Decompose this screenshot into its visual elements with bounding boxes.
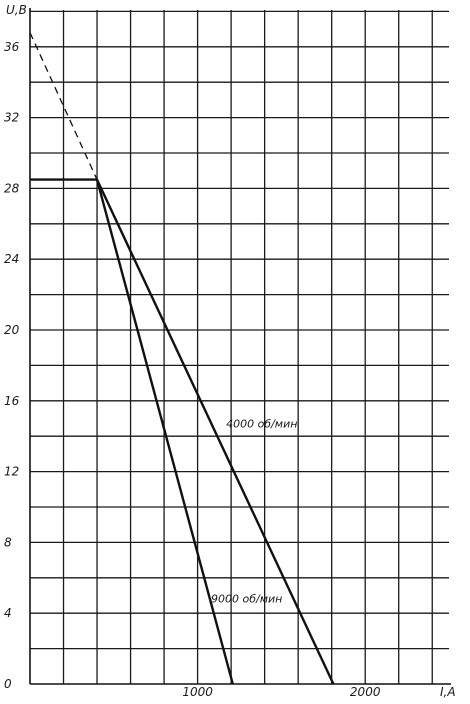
x-tick-label: 1000 (182, 685, 213, 699)
x-axis-label: I,A (440, 685, 456, 699)
series-line-2 (29, 32, 98, 180)
y-axis-label: U,B (6, 3, 27, 17)
y-tick-label: 24 (4, 252, 19, 266)
y-tick-label: 0 (4, 677, 12, 691)
series-line-0 (30, 178, 335, 685)
y-tick-label: 8 (4, 535, 12, 549)
x-tick-label: 2000 (350, 685, 381, 699)
y-tick-label: 4 (4, 606, 12, 620)
y-tick-label: 12 (4, 465, 19, 479)
axes (29, 8, 451, 685)
series-lines (29, 32, 335, 685)
y-tick-label: 16 (4, 394, 20, 408)
annotations: 4000 об/мин 9000 об/мин (211, 417, 297, 605)
series-annotation-0: 4000 об/мин (226, 417, 297, 430)
y-tick-label: 32 (4, 111, 19, 125)
series-line-1 (95, 179, 234, 685)
y-tick-label: 36 (4, 40, 20, 54)
y-tick-label: 28 (4, 181, 20, 195)
grid (30, 10, 449, 684)
tick-labels: 0 4 8 12 16 20 24 28 32 36 1000 2000 (4, 40, 381, 699)
y-tick-label: 20 (4, 323, 20, 337)
series-annotation-1: 9000 об/мин (211, 593, 282, 606)
